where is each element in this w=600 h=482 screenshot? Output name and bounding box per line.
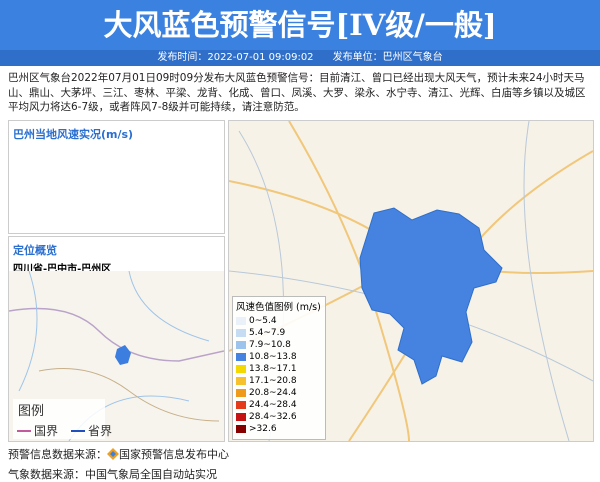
legend-item: 省界	[88, 424, 112, 438]
legend-label: 28.4~32.6	[249, 412, 297, 422]
source: 国家预警信息发布中心	[119, 448, 229, 461]
panel-title: 定位概览	[13, 244, 57, 257]
legend-swatch	[236, 377, 246, 385]
map-legend: 风速色值图例 (m/s) 0~5.4 5.4~7.9 7.9~10.8 10.8~13…	[232, 296, 326, 440]
legend-row: 10.8~13.8	[236, 351, 325, 363]
legend-row: 5.4~7.9	[236, 327, 325, 339]
legend-swatch	[236, 425, 246, 433]
title: 大风蓝色预警信号[IV级/一般]	[0, 0, 600, 50]
source-label: 预警信息数据来源：	[8, 448, 107, 461]
legend-label: 10.8~13.8	[249, 352, 297, 362]
legend-row: 13.8~17.1	[236, 363, 325, 375]
legend-swatch	[236, 413, 246, 421]
legend-row: 20.8~24.4	[236, 387, 325, 399]
publish-time: 发布时间：2022-07-01 09:09:02	[157, 52, 314, 63]
weather-source: 气象数据来源：中国气象局全国自动站实况	[8, 468, 217, 481]
legend-label: 24.4~28.4	[249, 400, 297, 410]
legend-row: 17.1~20.8	[236, 375, 325, 387]
location-panel: 定位概览 四川省-巴中市-巴州区 图例 国界 省界	[8, 236, 225, 442]
legend-swatch	[236, 365, 246, 373]
legend-label: 7.9~10.8	[249, 340, 291, 350]
legend-row: 7.9~10.8	[236, 339, 325, 351]
legend-row: >32.6	[236, 423, 325, 435]
legend-title: 风速色值图例 (m/s)	[236, 302, 321, 313]
legend-swatch	[236, 353, 246, 361]
legend-swatch	[236, 401, 246, 409]
location: 四川省-巴中市-巴州区	[13, 264, 112, 275]
publisher: 发布单位：巴州区气象台	[332, 52, 443, 63]
logo	[107, 448, 119, 460]
legend-swatch	[236, 389, 246, 397]
legend-row: 28.4~32.6	[236, 411, 325, 423]
legend-swatch	[236, 317, 246, 325]
legend-row: 0~5.4	[236, 315, 325, 327]
body-text: 巴州区气象台2022年07月01日09时09分发布大风蓝色预警信号：目前清江、曾…	[8, 72, 586, 113]
legend-swatch	[236, 329, 246, 337]
wind-panel: 巴州当地风速实况(m/s)	[8, 120, 225, 234]
legend-row: 24.4~28.4	[236, 399, 325, 411]
legend-label: 0~5.4	[249, 316, 277, 326]
legend-label: 17.1~20.8	[249, 376, 297, 386]
legend-swatch	[236, 341, 246, 349]
overview-map: 图例 国界 省界	[9, 271, 224, 441]
footer: 预警信息数据来源： 国家预警信息发布中心 气象数据来源：中国气象局全国自动站实况	[8, 446, 229, 482]
legend-item: 国界	[34, 424, 58, 438]
legend-label: 20.8~24.4	[249, 388, 297, 398]
legend-label: >32.6	[249, 424, 277, 434]
panel-title: 巴州当地风速实况(m/s)	[13, 128, 134, 141]
legend-title: 图例	[18, 404, 44, 419]
info-bar: 发布时间：2022-07-01 09:09:02 发布单位：巴州区气象台	[0, 50, 600, 66]
legend-label: 13.8~17.1	[249, 364, 297, 374]
legend-label: 5.4~7.9	[249, 328, 286, 338]
